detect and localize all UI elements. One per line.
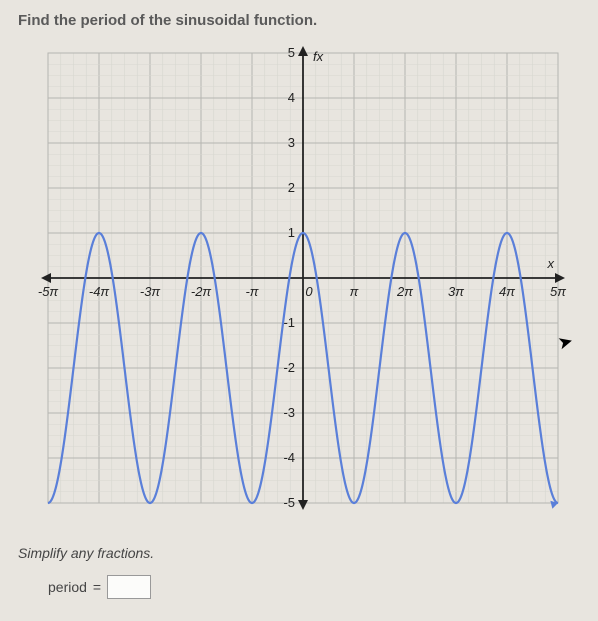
- instruction-text: Simplify any fractions.: [18, 545, 580, 561]
- svg-text:-5π: -5π: [38, 284, 59, 299]
- svg-text:4π: 4π: [499, 284, 515, 299]
- answer-row: period =: [48, 575, 580, 599]
- svg-text:x: x: [547, 256, 555, 271]
- svg-text:3: 3: [288, 135, 295, 150]
- svg-text:-π: -π: [245, 284, 258, 299]
- svg-text:-4: -4: [283, 450, 295, 465]
- question-text: Find the period of the sinusoidal functi…: [18, 12, 580, 29]
- equals-sign: =: [93, 579, 101, 595]
- period-input[interactable]: [107, 575, 151, 599]
- sinusoidal-chart: fx x -5π -4π -3π -2π -π 0 π 2π 3π 4π 5π -5 -4 -3 -2 -1 1 2 3…: [23, 43, 568, 523]
- svg-text:-1: -1: [283, 315, 295, 330]
- answer-label: period: [48, 579, 87, 595]
- svg-text:5: 5: [288, 45, 295, 60]
- svg-text:-3: -3: [283, 405, 295, 420]
- svg-text:fx: fx: [313, 49, 324, 64]
- svg-text:3π: 3π: [448, 284, 464, 299]
- svg-text:-3π: -3π: [140, 284, 161, 299]
- svg-text:-4π: -4π: [89, 284, 110, 299]
- svg-text:-2: -2: [283, 360, 295, 375]
- svg-text:2: 2: [288, 180, 295, 195]
- svg-text:π: π: [350, 284, 359, 299]
- svg-text:1: 1: [288, 225, 295, 240]
- svg-text:0: 0: [305, 284, 313, 299]
- svg-text:4: 4: [288, 90, 295, 105]
- svg-text:-5: -5: [283, 495, 295, 510]
- svg-text:-2π: -2π: [191, 284, 212, 299]
- svg-text:5π: 5π: [550, 284, 566, 299]
- svg-text:2π: 2π: [396, 284, 413, 299]
